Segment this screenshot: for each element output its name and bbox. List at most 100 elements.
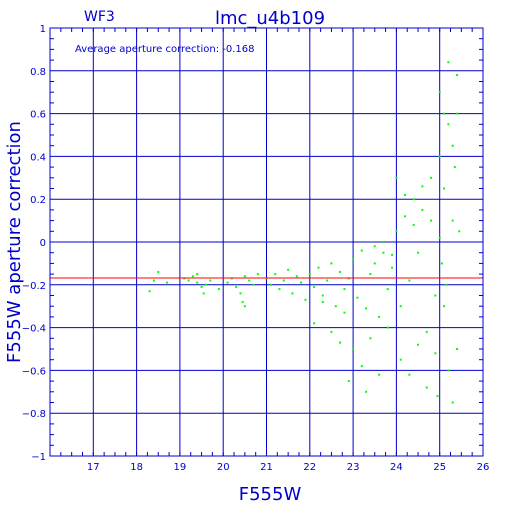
data-point xyxy=(408,279,411,282)
data-point xyxy=(451,144,454,147)
data-point xyxy=(421,208,424,211)
data-point xyxy=(291,292,294,295)
data-point xyxy=(317,266,320,269)
data-point xyxy=(382,251,385,254)
y-axis-label: F555W aperture correction xyxy=(4,121,25,363)
data-point xyxy=(456,112,459,115)
data-points xyxy=(148,61,461,404)
data-point xyxy=(404,193,407,196)
average-annotation: Average aperture correction: -0.168 xyxy=(75,44,255,55)
y-tick-label: 0.2 xyxy=(30,195,46,206)
plot-frame xyxy=(49,27,484,457)
data-point xyxy=(217,288,220,291)
x-tick-label: 26 xyxy=(477,462,490,473)
data-point xyxy=(321,300,324,303)
data-point xyxy=(187,279,190,282)
data-point xyxy=(391,266,394,269)
data-point xyxy=(243,275,246,278)
data-point xyxy=(438,91,441,94)
data-point xyxy=(360,249,363,252)
data-point xyxy=(235,285,238,288)
data-point xyxy=(278,288,281,291)
data-point xyxy=(458,230,461,233)
data-point xyxy=(313,322,316,325)
x-tick-label: 25 xyxy=(433,462,446,473)
data-point xyxy=(399,358,402,361)
y-tick-label: −0.4 xyxy=(22,324,46,335)
data-point xyxy=(369,337,372,340)
y-tick-label: 0.4 xyxy=(30,152,46,163)
data-point xyxy=(408,373,411,376)
data-point xyxy=(399,305,402,308)
x-axis-label: F555W xyxy=(239,484,302,505)
data-point xyxy=(196,273,199,276)
data-point xyxy=(382,241,385,243)
data-point xyxy=(256,273,259,276)
data-point xyxy=(343,311,346,314)
data-point xyxy=(252,283,255,286)
data-point xyxy=(425,330,428,333)
data-point xyxy=(239,292,242,295)
data-point xyxy=(443,187,446,190)
data-point xyxy=(451,219,454,222)
data-point xyxy=(373,245,376,248)
data-point xyxy=(352,258,355,261)
data-point xyxy=(417,251,420,254)
chart-subtitle: WF3 xyxy=(84,9,115,25)
x-tick-label: 21 xyxy=(260,462,273,473)
data-point xyxy=(326,279,329,282)
data-point xyxy=(395,176,398,179)
x-tick-labels: 17 18 19 20 21 22 23 24 25 26 xyxy=(87,462,489,473)
data-point xyxy=(287,268,290,271)
data-point xyxy=(204,283,207,286)
x-tick-label: 23 xyxy=(347,462,360,473)
x-tick-label: 20 xyxy=(217,462,230,473)
y-tick-label: −0.2 xyxy=(22,281,46,292)
data-point xyxy=(269,283,272,286)
data-point xyxy=(334,305,337,308)
data-point xyxy=(347,380,350,383)
data-point xyxy=(395,230,398,233)
data-point xyxy=(421,185,424,188)
y-tick-label: 1 xyxy=(40,24,46,35)
data-point xyxy=(209,279,212,282)
data-point xyxy=(295,275,298,278)
data-point xyxy=(391,253,394,256)
data-point xyxy=(200,285,203,288)
data-point xyxy=(404,215,407,218)
data-point xyxy=(445,283,448,286)
y-tick-label: −0.6 xyxy=(22,366,46,377)
data-point xyxy=(165,281,168,284)
data-point xyxy=(412,223,415,226)
data-point xyxy=(330,262,333,265)
x-tick-label: 19 xyxy=(174,462,187,473)
data-point xyxy=(352,348,355,350)
data-point xyxy=(152,279,155,282)
data-point xyxy=(343,288,346,291)
data-point xyxy=(248,279,251,282)
data-point xyxy=(425,386,428,389)
data-point xyxy=(434,352,437,355)
y-tick-labels: −1 −0.8 −0.6 −0.4 −0.2 0 0.2 0.4 0.6 0.8 1 xyxy=(22,24,46,463)
chart-title: lmc_u4b109 xyxy=(215,8,325,29)
data-point xyxy=(313,285,316,288)
data-point xyxy=(330,330,333,333)
data-point xyxy=(378,373,381,376)
data-point xyxy=(386,288,389,291)
data-point xyxy=(443,305,446,308)
data-point xyxy=(148,290,151,293)
data-point xyxy=(202,292,205,295)
data-point xyxy=(339,270,342,273)
data-point xyxy=(373,262,376,265)
data-point xyxy=(365,307,368,310)
y-tick-label: −0.8 xyxy=(22,409,46,420)
data-point xyxy=(443,112,446,115)
data-point xyxy=(438,155,441,158)
y-tick-label: 0 xyxy=(40,238,46,249)
x-tick-label: 18 xyxy=(130,462,143,473)
y-tick-label: −1 xyxy=(31,452,46,463)
data-point xyxy=(430,176,433,179)
y-tick-label: 0.6 xyxy=(30,110,46,121)
data-point xyxy=(282,279,285,282)
